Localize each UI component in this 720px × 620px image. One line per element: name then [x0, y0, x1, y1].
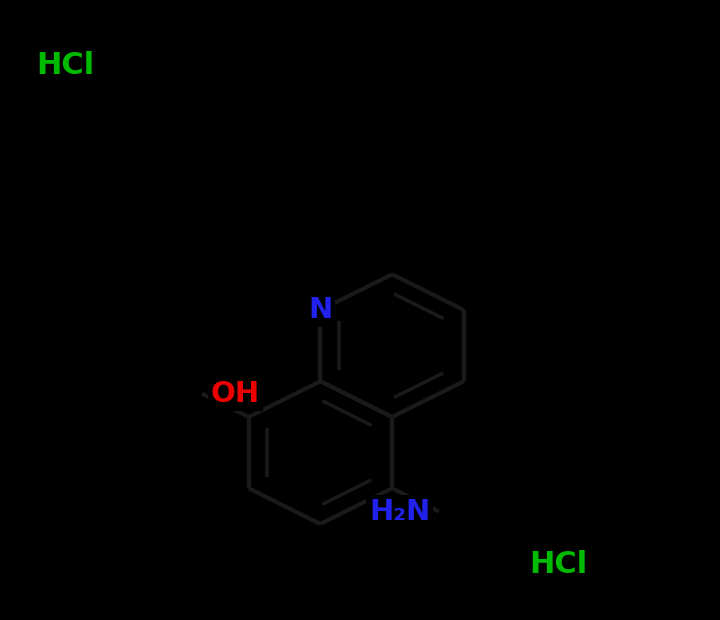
Text: HCl: HCl: [529, 550, 588, 578]
Text: H₂N: H₂N: [369, 497, 431, 526]
Text: N: N: [308, 296, 333, 324]
Text: OH: OH: [210, 379, 260, 408]
Text: HCl: HCl: [36, 51, 94, 79]
